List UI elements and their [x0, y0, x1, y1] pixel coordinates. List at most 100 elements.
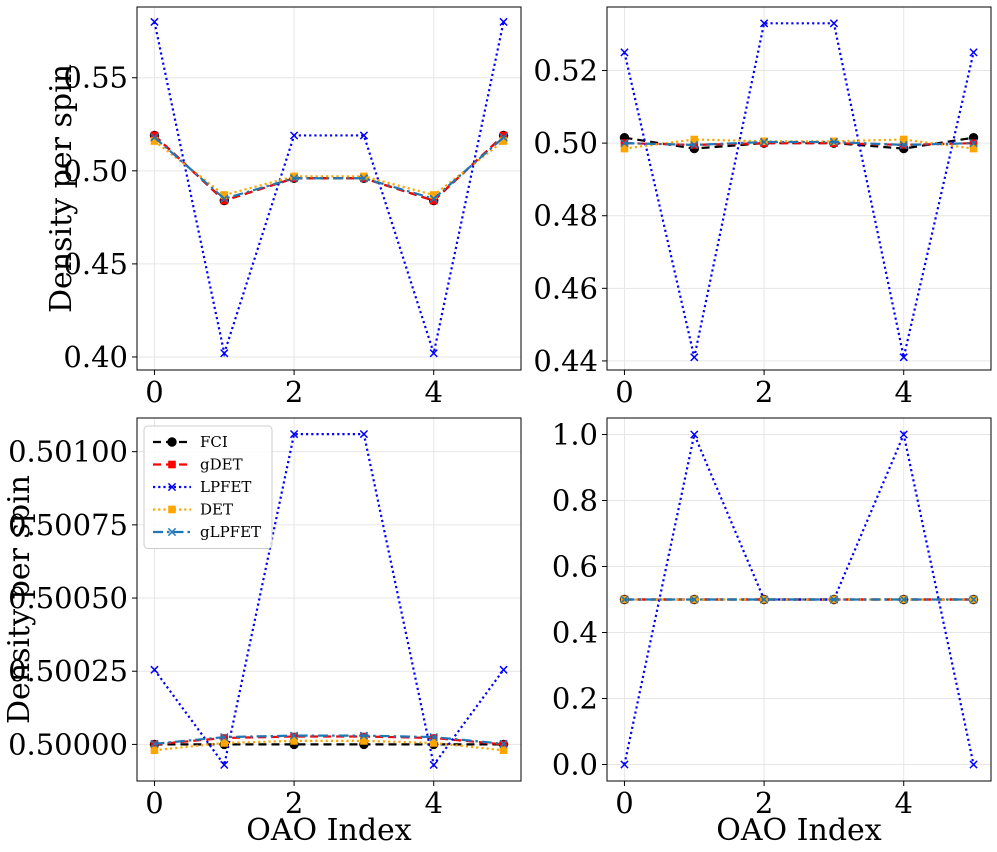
y-tick-label: 0.46 — [533, 271, 598, 305]
series-line-lpfet — [623, 430, 975, 765]
legend-entry-gdet: gDET — [153, 456, 243, 474]
data-point-gdet — [150, 131, 159, 140]
series-line-gdet — [153, 134, 505, 202]
series-lpfet — [620, 19, 978, 362]
data-point-glpfet — [220, 732, 229, 742]
data-point-glpfet — [620, 138, 629, 148]
series-lpfet — [150, 17, 508, 358]
y-axis-label: Density per spin — [2, 475, 37, 724]
x-tick-label: 0 — [615, 786, 633, 820]
legend-box — [143, 425, 273, 549]
data-point-gdet — [499, 131, 508, 140]
panel-bottom-left: 0.50000 0.50025 0.50050 0.50075 0.50100 0 2 4 De… — [2, 417, 522, 848]
data-point-glpfet — [150, 133, 159, 142]
legend-label: DET — [200, 501, 233, 519]
data-point-glpfet — [620, 595, 629, 604]
series-lpfet — [150, 429, 508, 770]
data-point-lpfet — [759, 19, 769, 28]
data-point-glpfet — [429, 732, 438, 742]
axes-frame — [606, 6, 992, 371]
y-tick-label: 1.0 — [552, 418, 598, 452]
data-point-lpfet — [499, 17, 508, 27]
series-line-det — [624, 138, 974, 150]
data-point-lpfet — [220, 349, 229, 358]
data-point-det — [620, 144, 629, 153]
data-point-lpfet — [359, 429, 369, 439]
x-tick-label: 2 — [285, 786, 303, 820]
grid-lines — [607, 7, 991, 370]
series-glpfet — [150, 731, 508, 748]
x-tick-label: 4 — [895, 786, 913, 820]
data-point-glpfet — [289, 174, 299, 183]
data-point-glpfet — [499, 739, 508, 748]
y-tick-label: 0.50075 — [8, 508, 128, 542]
panel-top-right: 0.44 0.46 0.48 0.50 0.52 0 2 4 — [533, 6, 992, 409]
data-point-gdet — [220, 196, 229, 205]
data-point-lpfet — [289, 131, 299, 140]
series-line-det — [154, 739, 504, 752]
x-tick-label: 0 — [145, 375, 163, 409]
legend-label: LPFET — [200, 478, 251, 496]
legend-marker — [167, 437, 177, 447]
data-point-glpfet — [150, 739, 159, 748]
data-point-lpfet — [899, 430, 908, 439]
x-tick-label: 0 — [615, 375, 633, 409]
series-gdet — [150, 131, 508, 205]
data-point-det — [429, 739, 438, 747]
series-gdet — [150, 732, 508, 749]
data-point-lpfet — [289, 429, 299, 439]
data-point-glpfet — [499, 133, 508, 142]
axes-frame — [606, 417, 992, 782]
series-det — [150, 737, 508, 755]
y-tick-label: 0.0 — [552, 748, 598, 782]
x-tick-label: 4 — [895, 375, 913, 409]
series-line-lpfet — [623, 22, 975, 358]
data-point-lpfet — [429, 349, 438, 358]
data-point-lpfet — [690, 353, 699, 362]
data-point-det — [150, 746, 159, 755]
axes-frame — [136, 6, 522, 371]
data-point-glpfet — [899, 595, 908, 604]
data-point-glpfet — [690, 595, 699, 604]
x-tick-label: 2 — [755, 375, 773, 409]
data-point-lpfet — [969, 760, 978, 769]
data-point-lpfet — [499, 665, 508, 674]
data-point-glpfet — [759, 595, 769, 604]
data-point-glpfet — [829, 595, 839, 604]
data-point-det — [429, 191, 438, 199]
panel-bottom-right: 0.0 0.2 0.4 0.6 0.8 1.0 0 2 4 OAO Index — [552, 417, 992, 848]
data-point-det — [499, 137, 508, 145]
x-tick-label: 4 — [425, 375, 443, 409]
y-tick-label: 0.55 — [63, 61, 128, 95]
data-point-det — [360, 172, 368, 181]
legend-marker — [168, 460, 176, 469]
data-point-lpfet — [359, 131, 369, 140]
data-point-glpfet — [359, 174, 369, 183]
data-point-glpfet — [969, 138, 978, 148]
y-tick-label: 0.44 — [533, 344, 598, 378]
x-tick-label: 2 — [285, 375, 303, 409]
series-glpfet — [620, 595, 978, 604]
legend-marker — [167, 482, 177, 492]
series-glpfet — [620, 137, 978, 150]
series-line-glpfet — [153, 136, 505, 200]
series-line-glpfet — [624, 140, 974, 147]
data-point-lpfet — [899, 353, 908, 362]
data-point-lpfet — [220, 760, 229, 770]
y-tick-label: 0.2 — [552, 682, 598, 716]
y-tick-label: 0.48 — [533, 199, 598, 233]
y-tick-label: 0.50 — [533, 126, 598, 160]
legend-label: FCI — [200, 433, 228, 451]
x-axis-label: OAO Index — [716, 813, 882, 848]
y-tick-label: 0.8 — [552, 484, 598, 518]
data-point-lpfet — [620, 760, 629, 769]
data-point-glpfet — [899, 140, 908, 150]
data-point-lpfet — [429, 760, 438, 770]
data-point-lpfet — [150, 665, 159, 674]
y-axis-label: Density per spin — [44, 64, 79, 313]
data-point-glpfet — [289, 731, 299, 740]
y-tick-label: 0.50025 — [8, 654, 128, 688]
panel-top-left: 0.40 0.45 0.50 0.55 0 2 4 Density per spin — [44, 6, 522, 409]
data-point-det — [150, 137, 159, 145]
series-line-det — [153, 140, 505, 197]
